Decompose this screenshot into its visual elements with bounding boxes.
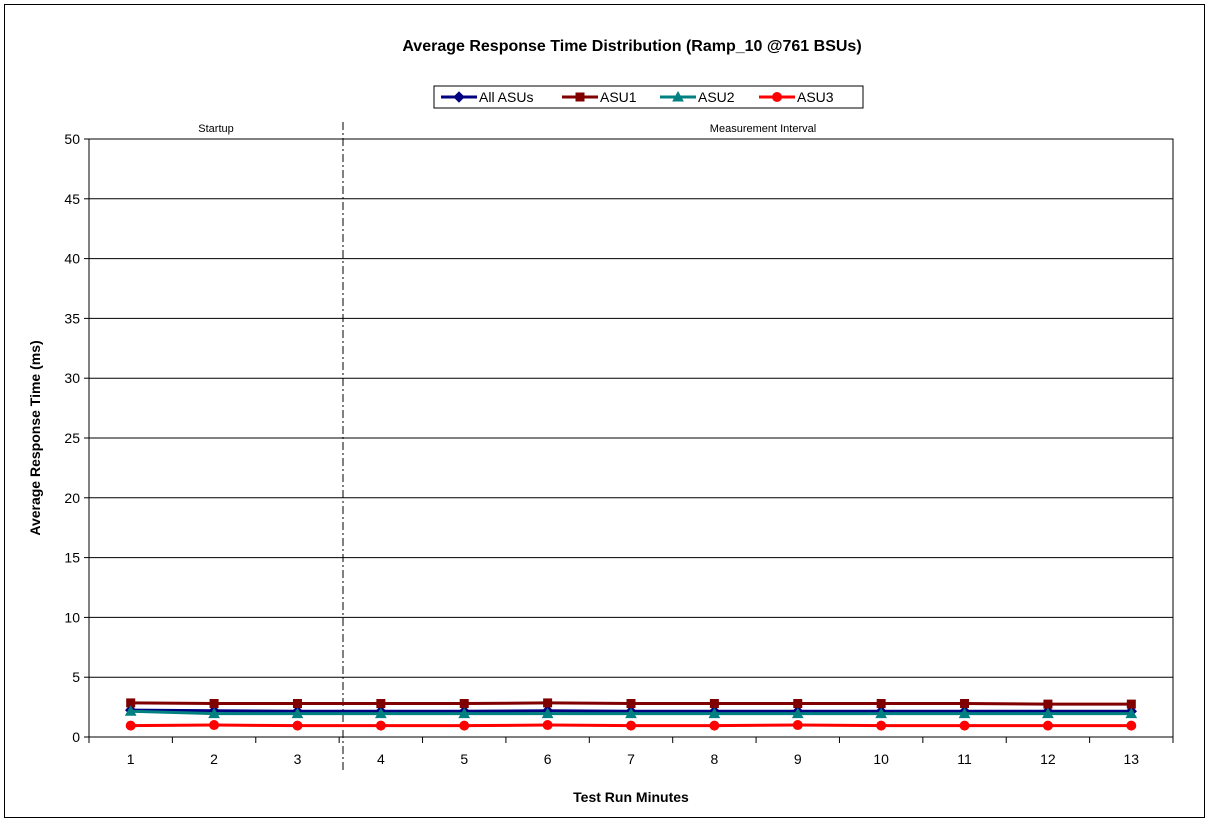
legend-label: ASU3 [797, 89, 834, 105]
legend-marker-diamond [453, 91, 465, 103]
data-point-triangle [875, 707, 888, 719]
data-point-circle [626, 720, 636, 731]
series-layer [124, 698, 1138, 731]
data-point-triangle [291, 707, 304, 719]
data-point-square [793, 699, 803, 709]
x-tick-label: 3 [294, 751, 302, 767]
data-point-circle [876, 720, 887, 731]
y-tick-label: 5 [72, 669, 80, 685]
y-tick-label: 50 [64, 131, 80, 147]
data-point-triangle [124, 705, 137, 716]
data-point-triangle [374, 707, 387, 719]
data-point-circle [209, 720, 220, 731]
data-point-circle [792, 720, 803, 731]
legend-marker-triangle [672, 90, 684, 102]
data-point-circle [1042, 720, 1053, 731]
data-point-square [543, 698, 553, 708]
data-point-square [1043, 699, 1053, 709]
x-tick-label: 7 [627, 751, 635, 767]
y-tick-label: 10 [64, 609, 80, 625]
x-tick-label: 1 [127, 751, 135, 767]
y-tick-label: 20 [64, 490, 80, 506]
data-point-square [376, 699, 386, 709]
series-asu1 [126, 698, 1136, 709]
data-point-triangle [208, 707, 220, 719]
data-point-triangle [791, 707, 804, 719]
y-tick-label: 30 [64, 370, 80, 386]
data-point-triangle [458, 707, 471, 719]
data-point-circle [459, 720, 470, 731]
chart-title: Average Response Time Distribution (Ramp… [402, 38, 861, 55]
x-tick-label: 12 [1040, 751, 1056, 767]
legend-item: ASU3 [759, 89, 834, 105]
y-tick-label: 40 [64, 251, 80, 267]
data-point-circle [709, 720, 720, 731]
legend-box [433, 85, 864, 109]
data-point-circle [125, 720, 136, 731]
legend-item: ASU1 [562, 89, 637, 105]
data-point-square [292, 699, 302, 709]
data-point-triangle [958, 707, 971, 719]
x-tick-label: 10 [873, 751, 889, 767]
startup-label: Startup [198, 123, 233, 135]
x-tick-label: 5 [460, 751, 468, 767]
y-tick-label: 45 [64, 191, 80, 207]
data-point-circle [1126, 720, 1137, 731]
series-asu2 [124, 705, 1138, 719]
x-axis-label: Test Run Minutes [573, 789, 689, 805]
series-asu3 [125, 720, 1137, 731]
legend-item: All ASUs [441, 89, 533, 105]
x-tick-label: 4 [377, 751, 385, 767]
y-ticks: 0 5 10 15 20 25 30 35 40 45 50 [64, 131, 89, 745]
y-tick-label: 0 [72, 729, 80, 745]
x-tick-label: 2 [210, 751, 218, 767]
x-tick-label: 6 [544, 751, 552, 767]
y-axis-label: Average Response Time (ms) [27, 340, 43, 535]
measurement-interval-label: Measurement Interval [710, 123, 816, 135]
legend-label: All ASUs [479, 89, 533, 105]
data-point-circle [292, 720, 303, 731]
data-point-square [626, 699, 636, 709]
data-point-circle [375, 720, 386, 731]
legend-label: ASU2 [698, 89, 735, 105]
gridlines [89, 138, 1173, 678]
data-point-triangle [708, 707, 721, 719]
x-ticks: 1 2 3 4 5 6 7 8 9 10 11 12 13 [88, 737, 1174, 767]
data-point-triangle [1125, 707, 1138, 719]
data-point-square [709, 699, 719, 709]
data-point-circle [542, 720, 553, 731]
legend-label: ASU1 [600, 89, 637, 105]
x-tick-label: 8 [710, 751, 718, 767]
y-tick-label: 35 [64, 310, 80, 326]
x-tick-label: 9 [794, 751, 802, 767]
y-tick-label: 15 [64, 550, 80, 566]
legend-marker-square [575, 92, 585, 102]
data-point-square [459, 699, 469, 709]
data-point-triangle [541, 707, 554, 719]
x-tick-label: 13 [1124, 751, 1140, 767]
y-tick-label: 25 [64, 430, 80, 446]
data-point-triangle [625, 707, 637, 719]
data-point-square [960, 699, 970, 709]
data-point-square [209, 699, 219, 709]
legend-marker-circle [772, 92, 782, 102]
legend-item: ASU2 [660, 89, 735, 105]
data-point-triangle [1042, 707, 1054, 719]
data-point-square [876, 699, 886, 709]
data-point-circle [959, 720, 970, 731]
legend: All ASUs ASU1 ASU2 ASU3 [433, 85, 864, 109]
x-tick-label: 11 [957, 751, 972, 767]
data-point-square [1126, 699, 1136, 709]
